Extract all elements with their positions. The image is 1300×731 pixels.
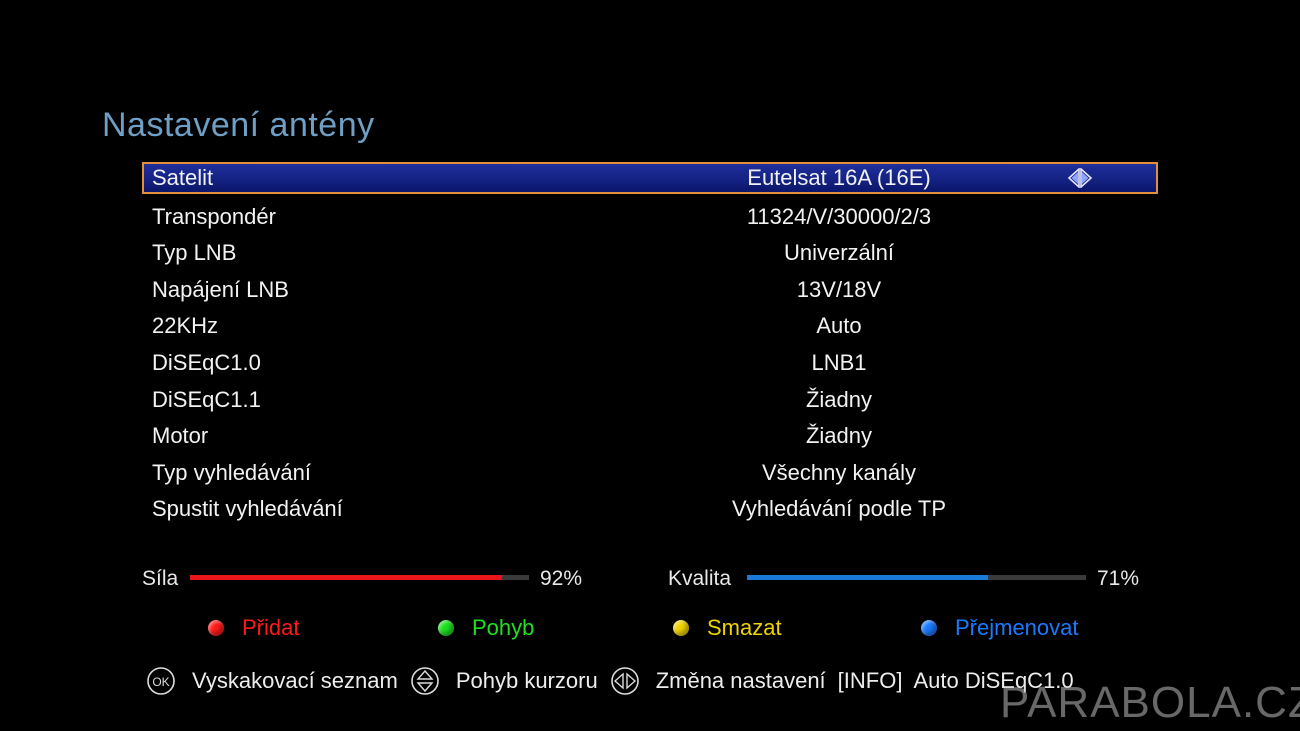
help-info-text: [INFO] Auto DiSEqC1.0: [837, 668, 1074, 693]
blue-key-label: Přejmenovat: [955, 615, 1079, 640]
strength-bar-fill: [190, 575, 502, 580]
menu-row-value: LNB1: [811, 349, 867, 375]
menu-row-22khz[interactable]: 22KHz Auto: [142, 308, 1158, 345]
menu-row-value: Žiadny: [805, 386, 873, 412]
left-right-button-icon: [610, 666, 640, 696]
menu-row-value: 11324/V/30000/2/3: [746, 203, 932, 229]
yellow-dot-icon: [673, 620, 689, 636]
menu-row-label: Typ vyhledávání: [152, 459, 311, 485]
menu-row-diseqc11[interactable]: DiSEqC1.1 Žiadny: [142, 382, 1158, 419]
menu-row-label: DiSEqC1.0: [152, 349, 261, 375]
left-right-arrows-icon[interactable]: [1067, 168, 1093, 188]
menu-row-transponder[interactable]: Transpondér 11324/V/30000/2/3: [142, 199, 1158, 236]
yellow-key-label: Smazat: [707, 615, 782, 640]
quality-bar-fill: [747, 575, 988, 580]
yellow-key-delete[interactable]: Smazat: [673, 615, 782, 641]
menu-row-value: Žiadny: [805, 423, 873, 449]
svg-text:OK: OK: [152, 675, 169, 689]
menu-row-label: Typ LNB: [152, 240, 237, 266]
menu-row-label: 22KHz: [152, 313, 219, 339]
antenna-settings-menu: Satelit Eutelsat 16A (16E) Transpondér 1…: [142, 162, 1158, 528]
menu-row-diseqc10[interactable]: DiSEqC1.0 LNB1: [142, 345, 1158, 382]
blue-dot-icon: [921, 620, 937, 636]
menu-row-label: DiSEqC1.1: [152, 386, 261, 412]
menu-row-motor[interactable]: Motor Žiadny: [142, 418, 1158, 455]
red-key-add[interactable]: Přidat: [208, 615, 299, 641]
help-ok-text: Vyskakovací seznam: [192, 668, 398, 693]
menu-row-lnb-type[interactable]: Typ LNB Univerzální: [142, 235, 1158, 272]
quality-label: Kvalita: [668, 567, 732, 590]
menu-row-label: Transpondér: [152, 203, 276, 229]
menu-row-label: Spustit vyhledávání: [152, 496, 343, 522]
quality-bar: [747, 575, 1086, 580]
quality-percent: 71%: [1097, 567, 1140, 590]
red-dot-icon: [208, 620, 224, 636]
menu-row-label: Satelit: [152, 165, 214, 190]
page-title: Nastavení antény: [102, 106, 375, 144]
ok-button-icon: OK: [146, 666, 176, 696]
menu-row-value: Univerzální: [783, 240, 895, 266]
help-leftright-text: Změna nastavení: [655, 668, 826, 693]
menu-row-search-type[interactable]: Typ vyhledávání Všechny kanály: [142, 455, 1158, 492]
up-down-button-icon: [410, 666, 440, 696]
menu-row-value: Vyhledávání podle TP: [731, 496, 947, 522]
menu-row-value: Eutelsat 16A (16E): [747, 165, 931, 190]
menu-row-value: 13V/18V: [796, 276, 882, 302]
menu-row-start-search[interactable]: Spustit vyhledávání Vyhledávání podle TP: [142, 491, 1158, 528]
menu-row-value: Všechny kanály: [761, 459, 917, 485]
menu-row-label: Motor: [152, 423, 209, 449]
strength-percent: 92%: [540, 567, 583, 590]
help-updown-text: Pohyb kurzoru: [455, 668, 598, 693]
green-key-move[interactable]: Pohyb: [438, 615, 534, 641]
menu-row-value: Auto: [816, 313, 862, 339]
green-key-label: Pohyb: [472, 615, 535, 640]
blue-key-rename[interactable]: Přejmenovat: [921, 615, 1079, 641]
menu-row-label: Napájení LNB: [152, 276, 289, 302]
watermark: PARABOLA.CZ: [1000, 678, 1300, 727]
green-dot-icon: [438, 620, 454, 636]
strength-label: Síla: [142, 567, 179, 590]
menu-row-lnb-power[interactable]: Napájení LNB 13V/18V: [142, 272, 1158, 309]
red-key-label: Přidat: [242, 615, 300, 640]
strength-bar: [190, 575, 529, 580]
menu-row-satelit[interactable]: Satelit Eutelsat 16A (16E): [142, 162, 1158, 194]
help-bar: OK Vyskakovací seznam Pohyb kurzoru Změn…: [146, 664, 1086, 698]
